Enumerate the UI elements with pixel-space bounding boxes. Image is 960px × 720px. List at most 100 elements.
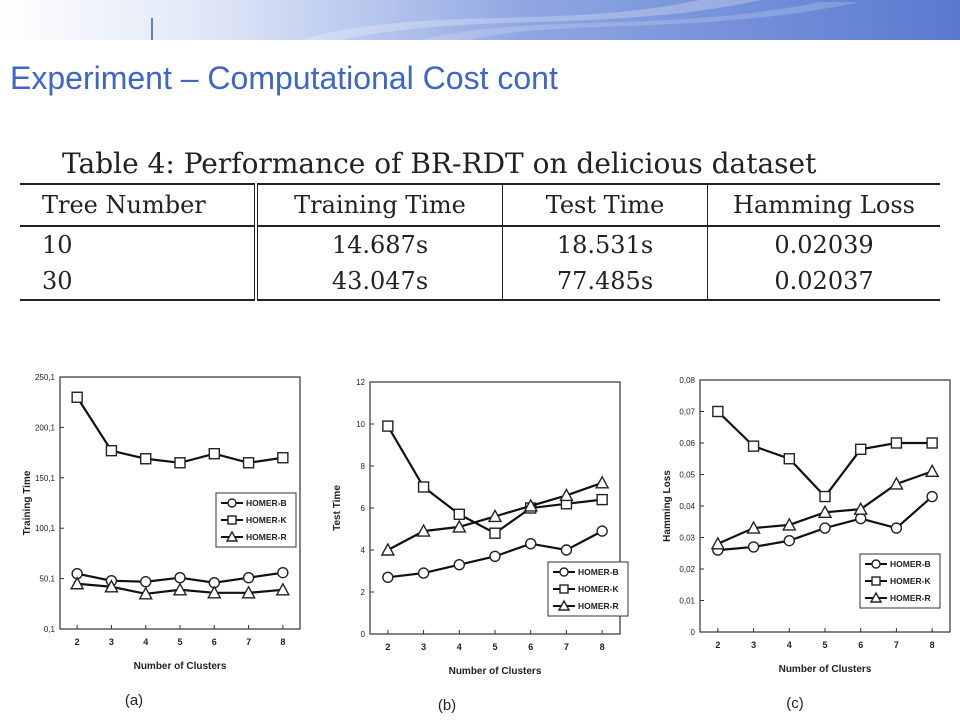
data-point — [890, 437, 903, 449]
x-tick-label: 2 — [385, 642, 390, 652]
legend: HOMER-B HOMER-K HOMER-R — [859, 553, 941, 609]
legend-marker — [559, 584, 569, 594]
panel-label: (a) — [125, 692, 143, 709]
y-tick-label: 0,06 — [679, 439, 695, 448]
data-point — [783, 534, 795, 547]
y-tick-label: 0,08 — [679, 376, 695, 385]
y-tick-label: 0,07 — [679, 408, 695, 417]
data-point — [140, 453, 152, 465]
x-tick-label: 6 — [858, 640, 863, 650]
data-point — [275, 582, 291, 596]
y-tick-label: 2 — [361, 588, 366, 597]
data-point — [207, 585, 222, 599]
x-tick-label: 5 — [177, 637, 182, 647]
data-point — [105, 444, 118, 457]
x-axis-label: Number of Clusters — [134, 661, 227, 672]
cell-training-time: 43.047s — [256, 263, 503, 301]
y-tick-label: 0,1 — [44, 625, 56, 634]
x-axis-label: Number of Clusters — [779, 664, 872, 675]
data-point — [416, 523, 431, 537]
series-homer-b — [382, 525, 608, 584]
y-tick-label: 0 — [361, 630, 366, 639]
y-tick-label: 0,05 — [679, 471, 695, 480]
y-tick-label: 8 — [361, 462, 366, 471]
panel-label: (b) — [438, 697, 456, 714]
table-row: 30 43.047s 77.485s 0.02037 — [20, 263, 940, 301]
series-homer-b — [712, 490, 938, 556]
legend-label: HOMER-R — [890, 593, 931, 603]
panel-label: (c) — [786, 695, 804, 712]
data-point — [241, 585, 256, 599]
data-point — [417, 481, 430, 493]
data-point — [559, 487, 574, 502]
header-banner — [0, 0, 960, 40]
data-point — [242, 571, 255, 584]
y-axis-label: Test Time — [332, 485, 343, 531]
x-tick-label: 4 — [457, 642, 462, 652]
x-tick-label: 3 — [751, 640, 756, 650]
x-tick-label: 8 — [930, 640, 935, 650]
header-tree-number: Tree Number — [20, 183, 258, 227]
x-tick-label: 8 — [600, 642, 605, 652]
legend-label: HOMER-K — [890, 576, 931, 586]
y-tick-label: 100,1 — [35, 524, 56, 533]
data-point — [489, 550, 501, 563]
legend-label: HOMER-K — [246, 515, 287, 525]
data-point — [596, 493, 608, 506]
x-tick-label: 5 — [822, 640, 827, 650]
data-point — [819, 522, 831, 534]
data-point — [277, 566, 289, 579]
data-point — [523, 498, 538, 512]
data-point — [242, 457, 255, 469]
x-tick-label: 4 — [143, 637, 148, 647]
legend-marker — [227, 498, 237, 508]
table-caption: Table 4: Performance of BR-RDT on delici… — [62, 147, 817, 180]
data-point — [926, 437, 938, 449]
data-point — [525, 537, 537, 550]
y-tick-label: 0 — [691, 628, 696, 637]
series-homer-k — [712, 405, 938, 503]
data-point — [487, 508, 503, 523]
data-point — [712, 405, 724, 418]
series-homer-b — [71, 566, 289, 589]
data-point — [453, 508, 465, 521]
data-point — [596, 525, 608, 537]
data-point — [746, 520, 761, 534]
data-point — [382, 420, 394, 432]
cell-test-time: 18.531s — [502, 226, 708, 263]
cell-tree-number: 10 — [20, 226, 258, 263]
legend: HOMER-B HOMER-K HOMER-R — [547, 561, 629, 617]
x-tick-label: 6 — [528, 642, 533, 652]
data-point — [924, 463, 940, 478]
legend-marker — [559, 567, 569, 577]
data-point — [853, 501, 868, 515]
performance-table: Tree Number Training Time Test Time Hamm… — [20, 183, 940, 301]
data-point — [747, 440, 760, 452]
y-tick-label: 250,1 — [35, 373, 56, 382]
data-point — [452, 519, 467, 533]
data-point — [208, 448, 220, 460]
cell-hamming-loss: 0.02037 — [707, 263, 940, 301]
cell-training-time: 14.687s — [256, 226, 503, 263]
legend-label: HOMER-B — [890, 559, 931, 569]
y-tick-label: 50,1 — [39, 575, 55, 584]
x-tick-label: 2 — [75, 637, 80, 647]
series-homer-r — [69, 576, 291, 600]
data-point — [69, 576, 85, 590]
x-tick-label: 3 — [109, 637, 114, 647]
table-header-row: Tree Number Training Time Test Time Hamm… — [20, 183, 940, 227]
chart-test-time: 0 2 4 6 8 10 12 2 3 4 5 6 7 8 Number of Clusters Test T… — [332, 378, 629, 714]
data-point — [855, 512, 867, 525]
data-point — [889, 476, 904, 490]
data-point — [417, 567, 430, 579]
header-hamming-loss: Hamming Loss — [707, 183, 940, 227]
y-tick-label: 0,04 — [679, 502, 695, 511]
chart-training-time: 0,1 50,1 100,1 150,1 200,1 250,1 2 3 4 5 6 7 8 Number… — [22, 373, 301, 709]
x-tick-label: 8 — [280, 637, 285, 647]
data-point — [382, 571, 394, 584]
legend-label: HOMER-R — [246, 532, 287, 542]
x-tick-label: 7 — [246, 637, 251, 647]
legend-marker — [557, 599, 571, 611]
y-tick-label: 0,03 — [679, 534, 695, 543]
slide-title: Experiment – Computational Cost cont — [10, 60, 558, 96]
